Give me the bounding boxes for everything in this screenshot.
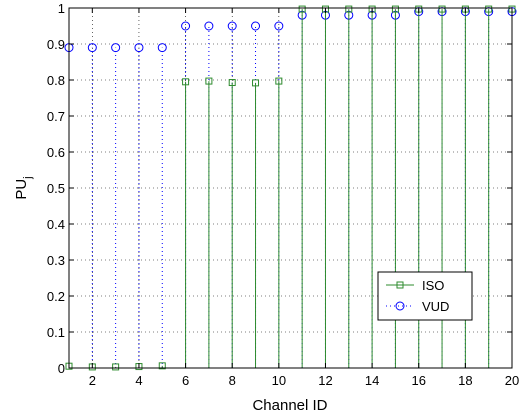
iso-marker <box>298 5 306 13</box>
y-tick-label: 0.5 <box>47 181 65 196</box>
y-axis-label-main: PU <box>13 179 30 200</box>
legend-iso-label: ISO <box>422 278 444 293</box>
vud-marker <box>87 43 97 53</box>
vud-marker <box>204 21 214 31</box>
x-tick-label: 8 <box>229 373 236 388</box>
vud-marker <box>274 21 284 31</box>
iso-marker <box>485 5 493 13</box>
y-tick-label: 0.7 <box>47 109 65 124</box>
iso-marker <box>345 5 353 13</box>
x-tick-label: 12 <box>318 373 332 388</box>
vud-marker <box>111 43 121 53</box>
legend-box <box>377 271 473 321</box>
y-tick-label: 0 <box>58 361 65 376</box>
iso-marker <box>112 363 120 371</box>
y-tick-label: 0.3 <box>47 253 65 268</box>
y-tick-label: 0.9 <box>47 37 65 52</box>
x-axis-label: Channel ID <box>252 397 327 414</box>
y-tick-label: 0.8 <box>47 73 65 88</box>
vud-marker <box>157 43 167 53</box>
y-tick-label: 0.2 <box>47 289 65 304</box>
ticks <box>69 7 513 369</box>
iso-marker <box>182 78 190 86</box>
y-axis-label-sub: j <box>22 176 34 179</box>
iso-marker <box>228 79 236 87</box>
iso-marker <box>252 79 260 87</box>
x-tick-label: 16 <box>412 373 426 388</box>
y-tick-label: 0.4 <box>47 217 65 232</box>
legend: ISO VUD <box>377 271 473 321</box>
y-tick-label: 0.6 <box>47 145 65 160</box>
legend-vud-label: VUD <box>422 299 449 314</box>
x-tick-label: 6 <box>182 373 189 388</box>
iso-marker <box>438 5 446 13</box>
iso-marker <box>158 362 166 370</box>
legend-iso-marker <box>396 281 404 289</box>
vud-marker <box>181 21 191 31</box>
iso-marker <box>205 77 213 85</box>
y-axis-label: PUj <box>13 176 34 199</box>
x-tick-label: 18 <box>458 373 472 388</box>
vud-marker <box>227 21 237 31</box>
x-tick-label: 14 <box>365 373 379 388</box>
x-tick-label: 4 <box>135 373 142 388</box>
iso-marker <box>391 5 399 13</box>
y-tick-label: 1 <box>58 1 65 16</box>
x-tick-label: 10 <box>272 373 286 388</box>
tick-labels: 2 4 6 8 10 12 14 16 18 20 0 0.1 0.2 0.3 0.4 0.5 0.6 0.7 0.… <box>47 1 519 388</box>
x-tick-label: 20 <box>505 373 519 388</box>
iso-marker <box>275 77 283 85</box>
vud-marker <box>134 43 144 53</box>
x-tick-label: 2 <box>89 373 96 388</box>
vud-marker <box>251 21 261 31</box>
legend-vud-marker <box>395 301 405 311</box>
y-tick-label: 0.1 <box>47 325 65 340</box>
